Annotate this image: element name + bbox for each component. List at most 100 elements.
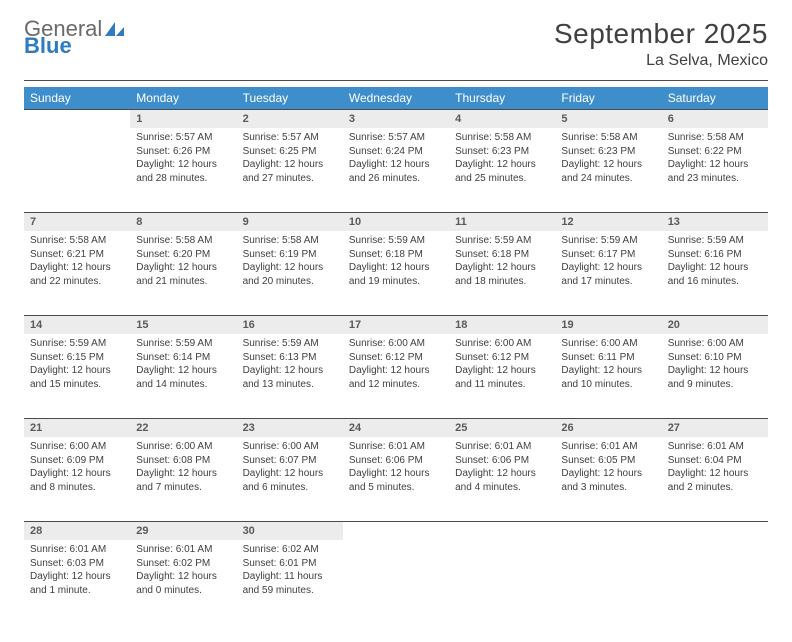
sunset-line: Sunset: 6:20 PM	[136, 248, 230, 262]
daylight-line: Daylight: 12 hours and 13 minutes.	[243, 364, 337, 391]
day-cell-blank	[24, 128, 130, 212]
sunset-line: Sunset: 6:09 PM	[30, 454, 124, 468]
weekday-header: Monday	[130, 87, 236, 109]
daynum: 15	[130, 315, 236, 334]
sunrise-line: Sunrise: 5:59 AM	[349, 234, 443, 248]
day-cell: Sunrise: 5:58 AMSunset: 6:22 PMDaylight:…	[662, 128, 768, 212]
day-cell: Sunrise: 5:58 AMSunset: 6:20 PMDaylight:…	[130, 231, 236, 315]
daylight-line: Daylight: 12 hours and 14 minutes.	[136, 364, 230, 391]
daylight-line: Daylight: 12 hours and 24 minutes.	[561, 158, 655, 185]
day-cell: Sunrise: 6:01 AMSunset: 6:03 PMDaylight:…	[24, 540, 130, 624]
day-detail: Sunrise: 5:59 AMSunset: 6:14 PMDaylight:…	[130, 334, 236, 397]
day-detail: Sunrise: 6:01 AMSunset: 6:06 PMDaylight:…	[343, 437, 449, 500]
day-cell: 24	[343, 418, 449, 437]
daylight-line: Daylight: 12 hours and 28 minutes.	[136, 158, 230, 185]
day-detail: Sunrise: 6:01 AMSunset: 6:02 PMDaylight:…	[130, 540, 236, 603]
daynum: 5	[555, 109, 661, 128]
day-cell: Sunrise: 6:01 AMSunset: 6:06 PMDaylight:…	[343, 437, 449, 521]
daylight-line: Daylight: 12 hours and 21 minutes.	[136, 261, 230, 288]
day-cell: Sunrise: 6:00 AMSunset: 6:12 PMDaylight:…	[449, 334, 555, 418]
daynum: 21	[24, 418, 130, 437]
day-cell: 10	[343, 212, 449, 231]
month-title: September 2025	[554, 18, 768, 50]
sunrise-line: Sunrise: 6:00 AM	[136, 440, 230, 454]
day-cell: Sunrise: 5:59 AMSunset: 6:14 PMDaylight:…	[130, 334, 236, 418]
day-cell: 21	[24, 418, 130, 437]
daylight-line: Daylight: 12 hours and 0 minutes.	[136, 570, 230, 597]
day-cell: Sunrise: 6:01 AMSunset: 6:04 PMDaylight:…	[662, 437, 768, 521]
daynum-blank	[343, 521, 449, 540]
sunrise-line: Sunrise: 5:57 AM	[349, 131, 443, 145]
sunrise-line: Sunrise: 5:59 AM	[136, 337, 230, 351]
day-detail: Sunrise: 6:01 AMSunset: 6:06 PMDaylight:…	[449, 437, 555, 500]
daynum: 10	[343, 212, 449, 231]
day-cell-blank	[343, 521, 449, 540]
weekday-header-row: SundayMondayTuesdayWednesdayThursdayFrid…	[24, 87, 768, 109]
daylight-line: Daylight: 12 hours and 16 minutes.	[668, 261, 762, 288]
sunset-line: Sunset: 6:12 PM	[349, 351, 443, 365]
sunset-line: Sunset: 6:13 PM	[243, 351, 337, 365]
daylight-line: Daylight: 12 hours and 7 minutes.	[136, 467, 230, 494]
day-detail: Sunrise: 5:58 AMSunset: 6:19 PMDaylight:…	[237, 231, 343, 294]
day-cell-blank	[449, 521, 555, 540]
sunrise-line: Sunrise: 5:58 AM	[668, 131, 762, 145]
day-detail: Sunrise: 6:00 AMSunset: 6:10 PMDaylight:…	[662, 334, 768, 397]
daynum: 14	[24, 315, 130, 334]
daynum: 23	[237, 418, 343, 437]
logo: General Blue	[24, 18, 126, 57]
daylight-line: Daylight: 12 hours and 6 minutes.	[243, 467, 337, 494]
day-detail: Sunrise: 5:59 AMSunset: 6:16 PMDaylight:…	[662, 231, 768, 294]
daynum: 11	[449, 212, 555, 231]
day-cell: 30	[237, 521, 343, 540]
day-detail: Sunrise: 5:59 AMSunset: 6:18 PMDaylight:…	[449, 231, 555, 294]
daylight-line: Daylight: 11 hours and 59 minutes.	[243, 570, 337, 597]
header: General Blue September 2025 La Selva, Me…	[24, 18, 768, 70]
day-detail: Sunrise: 5:58 AMSunset: 6:21 PMDaylight:…	[24, 231, 130, 294]
sunset-line: Sunset: 6:21 PM	[30, 248, 124, 262]
sunset-line: Sunset: 6:05 PM	[561, 454, 655, 468]
sunset-line: Sunset: 6:04 PM	[668, 454, 762, 468]
daynum: 30	[237, 521, 343, 540]
daynum: 16	[237, 315, 343, 334]
daylight-line: Daylight: 12 hours and 4 minutes.	[455, 467, 549, 494]
daynum: 25	[449, 418, 555, 437]
daylight-line: Daylight: 12 hours and 10 minutes.	[561, 364, 655, 391]
sunset-line: Sunset: 6:18 PM	[455, 248, 549, 262]
sunset-line: Sunset: 6:14 PM	[136, 351, 230, 365]
day-cell: 7	[24, 212, 130, 231]
sunrise-line: Sunrise: 5:57 AM	[136, 131, 230, 145]
daynum: 19	[555, 315, 661, 334]
daynum: 18	[449, 315, 555, 334]
sunset-line: Sunset: 6:15 PM	[30, 351, 124, 365]
sunset-line: Sunset: 6:24 PM	[349, 145, 443, 159]
sunset-line: Sunset: 6:23 PM	[455, 145, 549, 159]
day-detail: Sunrise: 6:02 AMSunset: 6:01 PMDaylight:…	[237, 540, 343, 603]
day-cell: Sunrise: 5:57 AMSunset: 6:26 PMDaylight:…	[130, 128, 236, 212]
title-block: September 2025 La Selva, Mexico	[554, 18, 768, 70]
day-cell: 12	[555, 212, 661, 231]
sunset-line: Sunset: 6:10 PM	[668, 351, 762, 365]
sunrise-line: Sunrise: 6:00 AM	[455, 337, 549, 351]
day-detail: Sunrise: 6:00 AMSunset: 6:11 PMDaylight:…	[555, 334, 661, 397]
day-cell: 6	[662, 109, 768, 128]
sunrise-line: Sunrise: 6:01 AM	[136, 543, 230, 557]
day-cell: Sunrise: 5:59 AMSunset: 6:16 PMDaylight:…	[662, 231, 768, 315]
day-cell: 25	[449, 418, 555, 437]
day-cell: 18	[449, 315, 555, 334]
day-cell: Sunrise: 6:00 AMSunset: 6:12 PMDaylight:…	[343, 334, 449, 418]
sunrise-line: Sunrise: 6:01 AM	[455, 440, 549, 454]
daylight-line: Daylight: 12 hours and 25 minutes.	[455, 158, 549, 185]
daylight-line: Daylight: 12 hours and 1 minute.	[30, 570, 124, 597]
day-cell: 15	[130, 315, 236, 334]
sunrise-line: Sunrise: 5:58 AM	[561, 131, 655, 145]
sunset-line: Sunset: 6:08 PM	[136, 454, 230, 468]
day-cell: Sunrise: 6:01 AMSunset: 6:02 PMDaylight:…	[130, 540, 236, 624]
day-cell: Sunrise: 6:00 AMSunset: 6:11 PMDaylight:…	[555, 334, 661, 418]
sunrise-line: Sunrise: 6:01 AM	[349, 440, 443, 454]
daylight-line: Daylight: 12 hours and 3 minutes.	[561, 467, 655, 494]
calendar-body: 123456Sunrise: 5:57 AMSunset: 6:26 PMDay…	[24, 109, 768, 624]
day-detail: Sunrise: 6:01 AMSunset: 6:03 PMDaylight:…	[24, 540, 130, 603]
weekday-header: Sunday	[24, 87, 130, 109]
day-cell: 29	[130, 521, 236, 540]
daynum: 7	[24, 212, 130, 231]
